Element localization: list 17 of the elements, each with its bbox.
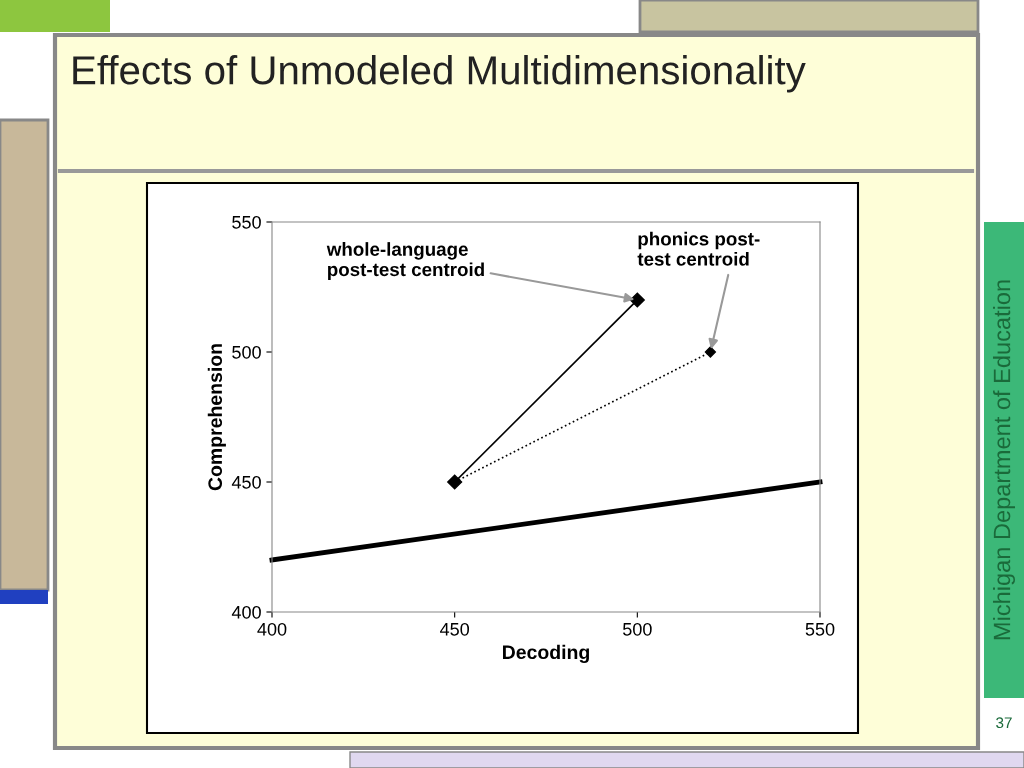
annotation: phonics post- test centroid bbox=[637, 231, 760, 266]
x-tick-label: 550 bbox=[805, 622, 835, 636]
text: Michigan Department of Education bbox=[992, 280, 1016, 640]
y-axis-title: Comprehension bbox=[207, 344, 226, 491]
x-tick-label: 400 bbox=[257, 622, 287, 636]
x-tick-label: 500 bbox=[622, 622, 652, 636]
point bbox=[704, 346, 717, 358]
y-tick-label: 500 bbox=[232, 345, 261, 359]
y-tick-label: 400 bbox=[231, 605, 261, 619]
x-axis-title: Decoding bbox=[503, 644, 589, 664]
point bbox=[629, 292, 645, 308]
y-tick-label: 550 bbox=[232, 215, 261, 229]
y-tick-label: 450 bbox=[231, 475, 261, 489]
annotation: whole-language post-test centroid bbox=[326, 242, 484, 280]
text: 37 bbox=[996, 717, 1012, 729]
x-tick-label: 450 bbox=[440, 622, 470, 636]
chart-title: Effects of Unmodeled Multidimensionality bbox=[73, 55, 806, 93]
